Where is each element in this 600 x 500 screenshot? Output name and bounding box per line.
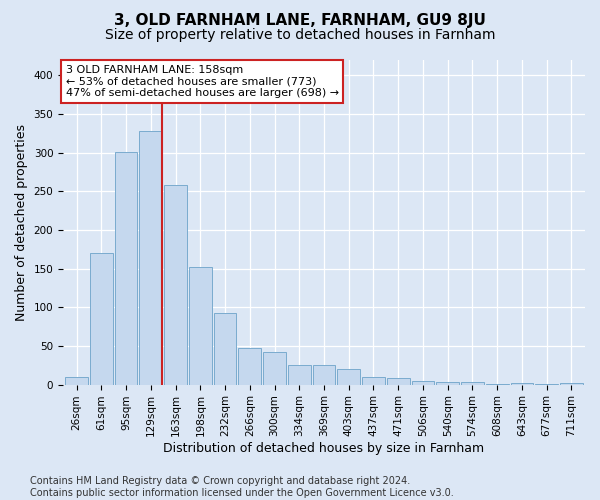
Bar — [313, 366, 335, 384]
Bar — [238, 348, 261, 385]
Bar — [362, 377, 385, 384]
Bar — [164, 185, 187, 384]
Bar — [263, 352, 286, 384]
Bar — [189, 267, 212, 384]
Y-axis label: Number of detached properties: Number of detached properties — [15, 124, 28, 321]
Bar — [511, 383, 533, 384]
Bar — [65, 377, 88, 384]
Bar — [412, 380, 434, 384]
Bar — [461, 382, 484, 384]
Bar — [337, 369, 360, 384]
Text: 3 OLD FARNHAM LANE: 158sqm
← 53% of detached houses are smaller (773)
47% of sem: 3 OLD FARNHAM LANE: 158sqm ← 53% of deta… — [65, 65, 339, 98]
Text: Size of property relative to detached houses in Farnham: Size of property relative to detached ho… — [105, 28, 495, 42]
Bar — [90, 253, 113, 384]
Bar — [288, 366, 311, 384]
Text: 3, OLD FARNHAM LANE, FARNHAM, GU9 8JU: 3, OLD FARNHAM LANE, FARNHAM, GU9 8JU — [114, 12, 486, 28]
Text: Contains HM Land Registry data © Crown copyright and database right 2024.
Contai: Contains HM Land Registry data © Crown c… — [30, 476, 454, 498]
Bar — [387, 378, 410, 384]
Bar — [560, 383, 583, 384]
Bar — [436, 382, 459, 384]
X-axis label: Distribution of detached houses by size in Farnham: Distribution of detached houses by size … — [163, 442, 485, 455]
Bar — [115, 152, 137, 384]
Bar — [139, 131, 162, 384]
Bar — [214, 314, 236, 384]
